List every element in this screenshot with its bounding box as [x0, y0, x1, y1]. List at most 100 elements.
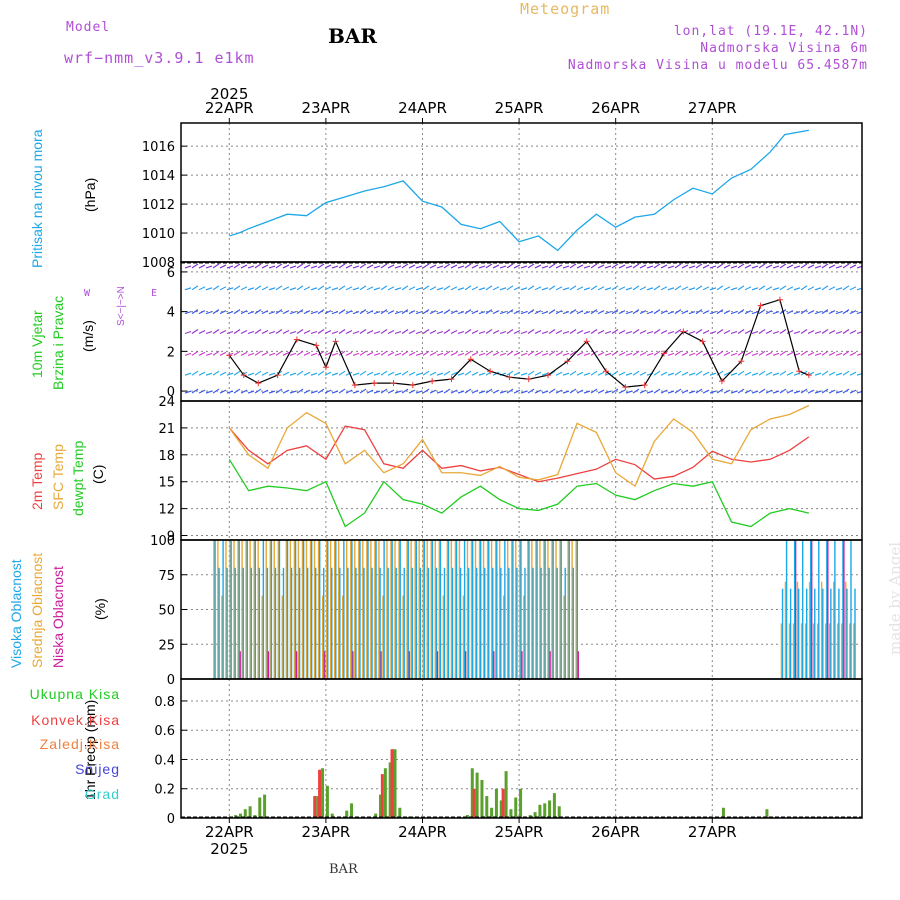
wind-arrow [555, 264, 563, 269]
wind-arrow [576, 371, 584, 376]
wind-arrow [191, 285, 199, 291]
wind-arrow [289, 372, 297, 376]
cloud-bar [502, 595, 505, 679]
cloud-bar [559, 540, 561, 679]
wind-arrow [646, 352, 654, 356]
cloud-bar [811, 540, 813, 679]
cloud-tick-label: 25 [158, 638, 175, 653]
cloud-bar [293, 540, 296, 679]
wind-arrow [632, 285, 640, 291]
wind-arrow-row [184, 388, 862, 394]
wind-arrow [380, 329, 388, 334]
wind-arrow [324, 264, 332, 269]
pressure-tick-label: 1016 [142, 140, 175, 155]
wind-arrow [548, 388, 556, 394]
wind-arrow [380, 285, 388, 291]
wind-arrow [317, 329, 325, 334]
wind-arrow [807, 310, 815, 315]
temp-tick-label: 12 [158, 503, 175, 518]
wind-arrow [429, 389, 437, 394]
wind-arrow [555, 286, 563, 291]
wind-arrow [247, 330, 255, 335]
precip-bar-total [552, 793, 556, 818]
wind-arrow [366, 286, 374, 291]
wind-arrow [716, 309, 724, 315]
wind-arrow [373, 352, 381, 356]
wind-arrow [807, 389, 815, 394]
cloud-bar [226, 567, 228, 679]
wind-arrow [345, 330, 353, 334]
wind-arrow [198, 351, 206, 356]
cloud-bar [830, 588, 832, 679]
wind-arrow [268, 390, 276, 394]
cloud-bar [314, 567, 317, 679]
cloud-bar [395, 567, 397, 679]
pressure-tick-label: 1008 [142, 256, 175, 271]
wind-marker [429, 378, 436, 385]
cloud-bar [804, 623, 807, 679]
precip-bar-total [470, 768, 474, 818]
wind-arrow [198, 330, 206, 334]
wind-arrow [828, 286, 836, 291]
wind-arrow [737, 388, 745, 394]
wind-arrow [695, 388, 703, 394]
cloud-bar [329, 540, 332, 679]
wind-arrow [702, 286, 710, 291]
wind-arrow [366, 330, 374, 334]
cloud-bar [516, 567, 518, 679]
precip-bar-total [509, 809, 513, 818]
wind-arrow [681, 264, 689, 269]
wind-arrow [471, 371, 479, 376]
wind-arrow [786, 389, 794, 394]
cloud-bar [552, 540, 554, 679]
cloud-bar [339, 567, 341, 679]
wind-label-2: Brzina i Pravac [50, 295, 66, 390]
wind-arrow [359, 285, 367, 291]
wind-arrow [212, 370, 220, 376]
wind-arrow [730, 372, 738, 376]
wind-arrow [646, 287, 654, 291]
cloud-bar [478, 540, 481, 679]
wind-arrow [639, 264, 647, 269]
wind-arrow [471, 330, 479, 334]
cloud-bar [568, 540, 570, 679]
wind-arrow [667, 311, 675, 315]
wind-arrow [758, 350, 766, 356]
cloud-bar [488, 540, 490, 679]
cloud-bar [535, 540, 537, 679]
wind-arrow [373, 287, 381, 291]
precip-bar-total [499, 800, 503, 818]
wind-arrow [352, 330, 360, 335]
wind-arrow [786, 351, 794, 356]
date-label-bottom: 23APR [301, 823, 350, 841]
temp-tick-label: 24 [158, 395, 175, 410]
wind-arrow [338, 263, 346, 269]
wind-arrow [394, 287, 402, 291]
wind-arrow [632, 329, 640, 334]
wind-arrow [450, 330, 458, 334]
wind-arrow [765, 286, 773, 291]
wind-arrow [653, 350, 661, 356]
precip-bar-total [398, 807, 402, 818]
wind-arrow [240, 286, 248, 291]
wind-arrow [429, 310, 437, 315]
wind-arrow [709, 330, 717, 335]
wind-arrow [548, 263, 556, 269]
wind-arrow [289, 352, 297, 356]
wind-arrow [401, 309, 409, 315]
cloud-bar [351, 540, 353, 679]
wind-arrow [184, 390, 192, 394]
wind-arrow [723, 371, 731, 376]
wind-arrow [702, 310, 710, 315]
wind-arrow [303, 389, 311, 394]
wind-arrow [828, 371, 836, 376]
wind-arrow [548, 329, 556, 334]
wind-arrow [562, 311, 570, 315]
wind-arrow [289, 311, 297, 315]
wind-arrow [443, 263, 451, 269]
wind-arrow [331, 265, 339, 269]
wind-arrow [828, 264, 836, 269]
cloud-bar [459, 567, 462, 679]
panel-frame [180, 678, 863, 819]
wind-arrow [513, 351, 521, 356]
